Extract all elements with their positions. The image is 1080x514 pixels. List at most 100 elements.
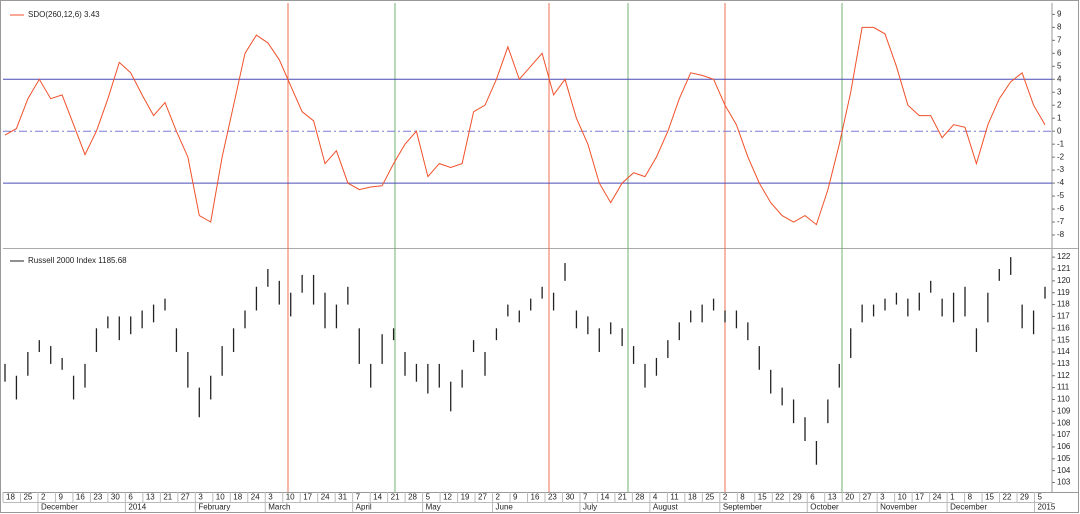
x-tick-label: 27 [478, 493, 487, 502]
x-tick-label: 21 [391, 493, 400, 502]
x-tick-label: 7 [583, 493, 588, 502]
x-tick-label: 10 [286, 493, 295, 502]
x-tick-label: 1 [950, 493, 955, 502]
x-tick-label: 25 [23, 493, 32, 502]
month-label: December [950, 503, 987, 512]
x-tick-label: 11 [670, 493, 679, 502]
x-tick-label: 16 [76, 493, 85, 502]
x-tick-label: 24 [321, 493, 330, 502]
x-tick-label: 16 [531, 493, 540, 502]
y-tick-label: -8 [1057, 230, 1065, 239]
x-tick-label: 23 [548, 493, 557, 502]
month-label: July [583, 503, 597, 512]
y-tick-label: 9 [1057, 9, 1062, 18]
x-tick-label: 30 [111, 493, 120, 502]
x-tick-label: 10 [216, 493, 225, 502]
y-tick-label: 117 [1057, 312, 1070, 321]
x-tick-label: 2 [496, 493, 501, 502]
month-label: June [496, 503, 514, 512]
event-lines [287, 3, 843, 492]
y-tick-label: 108 [1057, 418, 1071, 427]
month-label: September [723, 503, 762, 512]
month-label: March [268, 503, 290, 512]
x-tick-label: 17 [915, 493, 924, 502]
month-label: October [810, 503, 839, 512]
y-tick-label: -6 [1057, 204, 1065, 213]
x-tick-label: 29 [1020, 493, 1029, 502]
x-tick-label: 6 [810, 493, 815, 502]
x-tick-label: 23 [93, 493, 102, 502]
x-tick-label: 13 [828, 493, 837, 502]
x-tick-label: 14 [373, 493, 382, 502]
x-tick-label: 18 [6, 493, 15, 502]
x-tick-label: 22 [1003, 493, 1012, 502]
x-tick-label: 14 [600, 493, 609, 502]
data-line [4, 26, 1046, 226]
y-tick-label: 1 [1057, 113, 1062, 122]
y-tick-label: 109 [1057, 406, 1071, 415]
x-tick-label: 3 [268, 493, 273, 502]
x-tick-label: 4 [653, 493, 658, 502]
y-tick-label: 119 [1057, 288, 1070, 297]
month-label: November [880, 503, 917, 512]
y-tick-label: -2 [1057, 152, 1065, 161]
x-tick-label: 2 [41, 493, 46, 502]
y-tick-label: 0 [1057, 126, 1062, 135]
y-tick-label: 112 [1057, 371, 1070, 380]
x-tick-label: 9 [58, 493, 63, 502]
y-tick-label: -7 [1057, 217, 1065, 226]
x-tick-label: 22 [775, 493, 784, 502]
x-tick-label: 5 [1038, 493, 1043, 502]
x-tick-label: 7 [356, 493, 361, 502]
y-tick-label: 120 [1057, 276, 1071, 285]
x-tick-label: 21 [163, 493, 172, 502]
x-tick-label: 6 [128, 493, 133, 502]
y-tick-label: 4 [1057, 74, 1062, 83]
y-tick-label: 8 [1057, 22, 1062, 31]
month-label: 2014 [128, 503, 146, 512]
y-tick-label: 103 [1057, 478, 1071, 487]
x-tick-label: 29 [793, 493, 802, 502]
x-tick-label: 24 [933, 493, 942, 502]
x-tick-label: 10 [898, 493, 907, 502]
y-tick-label: 114 [1057, 347, 1070, 356]
x-tick-label: 5 [426, 493, 431, 502]
x-tick-label: 20 [845, 493, 854, 502]
month-label: August [653, 503, 679, 512]
y-tick-label: 3 [1057, 87, 1062, 96]
y-tick-label: 118 [1057, 300, 1070, 309]
legend-label: SDO(260,12,6) 3.43 [28, 10, 100, 19]
x-tick-label: 2 [723, 493, 728, 502]
x-tick-label: 27 [863, 493, 872, 502]
x-tick-label: 25 [705, 493, 714, 502]
x-tick-label: 19 [461, 493, 470, 502]
x-tick-label: 3 [880, 493, 885, 502]
legend-label: Russell 2000 Index 1185.68 [28, 256, 127, 265]
x-tick-label: 9 [513, 493, 518, 502]
y-tick-label: -3 [1057, 165, 1065, 174]
y-tick-label: 115 [1057, 335, 1070, 344]
y-tick-label: 110 [1057, 395, 1070, 404]
y-tick-label: 106 [1057, 442, 1071, 451]
y-tick-label: -4 [1057, 178, 1065, 187]
y-tick-label: 105 [1057, 454, 1071, 463]
month-label: May [426, 503, 441, 512]
x-tick-label: 18 [233, 493, 242, 502]
x-tick-label: 8 [968, 493, 973, 502]
x-tick-label: 21 [618, 493, 627, 502]
month-label: 2015 [1038, 503, 1056, 512]
y-tick-label: 113 [1057, 359, 1070, 368]
y-tick-label: 122 [1057, 252, 1071, 261]
x-tick-label: 18 [688, 493, 697, 502]
y-tick-label: 121 [1057, 264, 1071, 273]
x-tick-label: 15 [985, 493, 994, 502]
x-tick-label: 17 [303, 493, 312, 502]
y-tick-label: 116 [1057, 323, 1070, 332]
y-tick-label: 7 [1057, 35, 1062, 44]
y-tick-label: 111 [1057, 383, 1070, 392]
y-tick-label: -1 [1057, 139, 1065, 148]
y-tick-label: 5 [1057, 61, 1062, 70]
y-tick-label: 6 [1057, 48, 1062, 57]
